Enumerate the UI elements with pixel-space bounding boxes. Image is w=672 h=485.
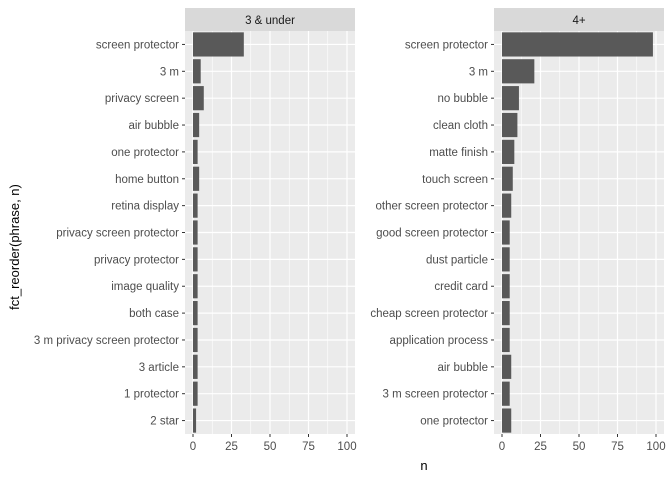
- bar-one-protector: [502, 408, 512, 433]
- y-tick-label: one protector: [420, 416, 488, 428]
- facet-strip-label: 3 & under: [245, 15, 295, 27]
- bar-clean-cloth: [502, 112, 518, 138]
- bar-3-m-screen-protector: [502, 381, 510, 406]
- y-tick-label: home button: [115, 174, 179, 186]
- bar-touch-screen: [502, 166, 513, 191]
- y-tick-label: privacy screen protector: [56, 228, 179, 240]
- bar-dust-particle: [502, 247, 510, 272]
- bar-3-m: [193, 59, 201, 84]
- y-tick-label: both case: [129, 308, 179, 320]
- y-tick-label: good screen protector: [376, 228, 488, 240]
- bar-credit-card: [502, 274, 510, 299]
- y-tick-label: 3 m: [160, 66, 179, 78]
- bar-3-m-privacy-screen-protector: [193, 327, 198, 353]
- bar-no-bubble: [502, 86, 519, 111]
- x-tick-label: 50: [573, 441, 586, 453]
- y-tick-label: touch screen: [422, 174, 488, 186]
- y-tick-label: dust particle: [426, 254, 488, 266]
- y-tick-label: no bubble: [437, 93, 488, 105]
- facet-strip-label: 4+: [572, 15, 585, 27]
- bar-image-quality: [193, 274, 198, 299]
- y-tick-label: matte finish: [429, 147, 488, 159]
- x-tick-label: 75: [302, 441, 315, 453]
- bar-one-protector: [193, 139, 198, 164]
- bar-other-screen-protector: [502, 193, 512, 218]
- y-tick-label: clean cloth: [433, 120, 488, 132]
- y-tick-label: retina display: [111, 201, 179, 213]
- bar-matte-finish: [502, 139, 515, 164]
- x-tick-label: 25: [534, 441, 547, 453]
- y-tick-label: 3 article: [139, 362, 179, 374]
- bar-privacy-screen-protector: [193, 220, 198, 245]
- bar-privacy-protector: [193, 247, 198, 272]
- x-tick-label: 0: [499, 441, 505, 453]
- x-tick-label: 100: [337, 441, 356, 453]
- x-tick-label: 0: [190, 441, 196, 453]
- y-tick-label: 3 m privacy screen protector: [34, 335, 179, 347]
- y-tick-label: cheap screen protector: [370, 308, 488, 320]
- y-tick-label: image quality: [111, 281, 179, 293]
- bar-screen-protector: [502, 32, 653, 57]
- facet-strip: [494, 8, 664, 31]
- bar-3-m: [502, 59, 535, 84]
- y-tick-label: privacy protector: [94, 254, 179, 266]
- bar-screen-protector: [193, 32, 244, 57]
- y-tick-label: privacy screen: [105, 93, 179, 105]
- bar-cheap-screen-protector: [502, 301, 510, 326]
- x-tick-label: 25: [225, 441, 238, 453]
- bar-2-star: [193, 408, 197, 433]
- y-tick-label: 3 m: [469, 66, 488, 78]
- facet-panel-2: 4+ screen protector 3 m no bubble clean clot…: [370, 8, 666, 453]
- y-tick-label: 2 star: [150, 416, 179, 428]
- y-tick-label: screen protector: [96, 39, 179, 51]
- bar-good-screen-protector: [502, 220, 510, 245]
- y-tick-label: air bubble: [437, 362, 488, 374]
- facet-strip: [185, 8, 355, 31]
- y-tick-label: 3 m screen protector: [383, 389, 489, 401]
- y-tick-label: one protector: [111, 147, 179, 159]
- bar-home-button: [193, 166, 200, 191]
- bar-privacy-screen: [193, 86, 204, 111]
- x-axis-label: n: [420, 458, 427, 473]
- bar-application-process: [502, 327, 510, 353]
- bar-air-bubble: [502, 354, 512, 379]
- bar-1-protector: [193, 381, 198, 406]
- y-tick-label: credit card: [434, 281, 488, 293]
- bar-air-bubble: [193, 112, 200, 138]
- y-tick-label: air bubble: [128, 120, 179, 132]
- panels-layer: 3 & under screen protector 3 m privacy scre…: [34, 8, 666, 453]
- x-tick-label: 100: [646, 441, 665, 453]
- bar-3-article: [193, 354, 198, 379]
- x-tick-label: 75: [611, 441, 624, 453]
- y-axis-label: fct_reorder(phrase, n): [7, 184, 22, 310]
- y-tick-label: screen protector: [405, 39, 488, 51]
- facet-panel-1: 3 & under screen protector 3 m privacy scre…: [34, 8, 357, 453]
- y-tick-label: application process: [390, 335, 489, 347]
- x-tick-label: 50: [264, 441, 277, 453]
- bar-retina-display: [193, 193, 198, 218]
- bar-both-case: [193, 301, 198, 326]
- y-tick-label: 1 protector: [124, 389, 179, 401]
- y-tick-label: other screen protector: [375, 201, 488, 213]
